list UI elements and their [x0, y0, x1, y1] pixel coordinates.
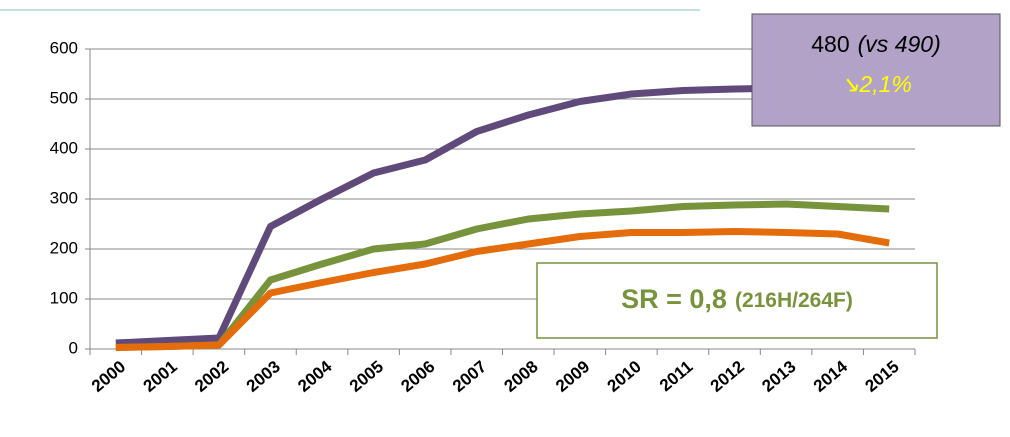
kpi-change: ↘2,1%: [840, 71, 912, 97]
sr-value: SR = 0,8: [621, 284, 727, 314]
sr-box: [536, 262, 938, 339]
y-tick-label: 0: [69, 338, 78, 357]
y-tick-label: 600: [50, 38, 78, 57]
y-tick-label: 100: [50, 288, 78, 307]
kpi-text: 480 (vs 490): [811, 31, 940, 57]
x-tick-label: 2013: [758, 357, 799, 396]
x-tick-label: 2010: [604, 357, 645, 396]
kpi-value: 480: [811, 31, 849, 57]
sr-text: SR = 0,8 (216H/264F): [621, 284, 853, 314]
y-tick-label: 400: [50, 138, 78, 157]
sr-detail: (216H/264F): [735, 289, 853, 312]
y-tick-label: 500: [50, 88, 78, 107]
y-tick-label: 200: [50, 238, 78, 257]
x-tick-label: 2008: [501, 357, 542, 396]
x-tick-label: 2007: [449, 357, 490, 396]
annotations: 480 (vs 490) ↘2,1% SR = 0,8 (216H/264F): [536, 13, 1001, 339]
kpi-box: [751, 13, 1001, 127]
x-tick-label: 2015: [861, 357, 902, 396]
x-tick-label: 2009: [552, 357, 593, 396]
x-tick-label: 2005: [346, 357, 387, 396]
y-tick-label: 300: [50, 188, 78, 207]
series-line: [115, 200, 890, 351]
series-line: [115, 228, 890, 351]
x-tick-label: 2001: [140, 357, 181, 396]
x-tick-label: 2006: [397, 357, 438, 396]
kpi-compare: (vs 490): [858, 31, 941, 57]
x-tick-label: 2014: [810, 357, 852, 396]
x-tick-label: 2003: [243, 357, 284, 396]
x-tick-label: 2011: [656, 357, 696, 395]
x-tick-label: 2000: [88, 357, 129, 396]
x-tick-label: 2004: [294, 357, 336, 396]
x-tick-label: 2012: [707, 357, 748, 396]
x-tick-label: 2002: [191, 357, 232, 396]
